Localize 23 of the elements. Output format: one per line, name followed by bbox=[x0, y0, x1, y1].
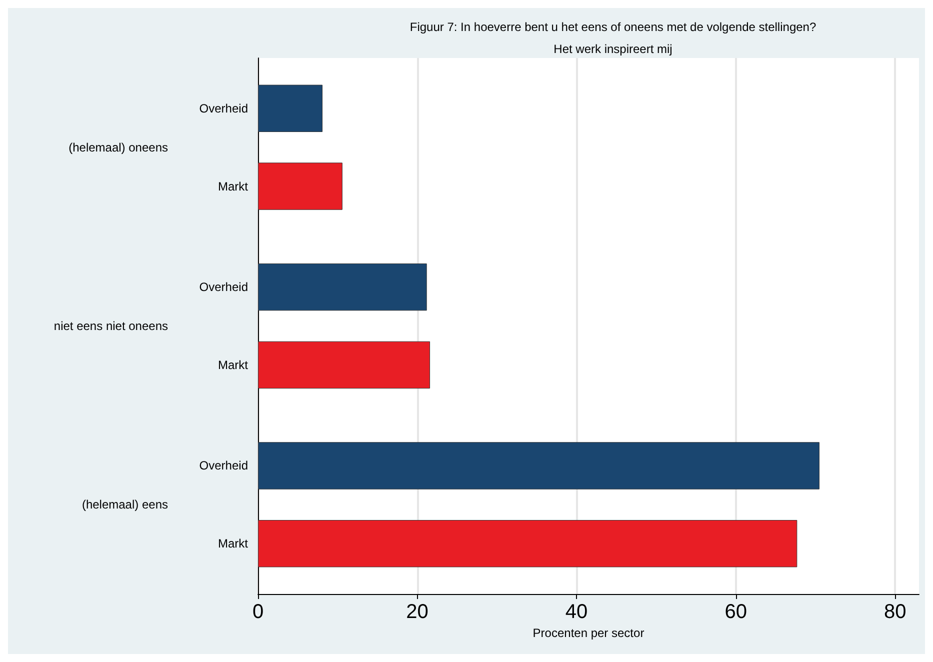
text: Markt bbox=[218, 358, 248, 372]
x-tick-label: 20 bbox=[406, 601, 428, 623]
y-tick-label: (helemaal) oneens bbox=[68, 140, 168, 154]
x-axis-title: Procenten per sector bbox=[532, 626, 644, 640]
bar bbox=[258, 162, 342, 210]
text: Overheid bbox=[199, 280, 248, 294]
text: Markt bbox=[218, 536, 248, 551]
series-label: Overheid bbox=[199, 101, 248, 116]
bar bbox=[258, 84, 323, 132]
x-tick-label: 80 bbox=[884, 601, 906, 623]
text: Overheid bbox=[199, 458, 248, 473]
y-tick-label: niet eens niet oneens bbox=[54, 319, 168, 333]
bar bbox=[258, 263, 427, 311]
series-label: Markt bbox=[218, 179, 249, 194]
x-tick-label: 40 bbox=[565, 601, 588, 623]
bar bbox=[258, 520, 798, 568]
bar bbox=[258, 442, 820, 490]
chart-title: Figuur 7: In hoeverre bent u het eens of oneens met de volgende stellingen? bbox=[410, 20, 816, 34]
chart-subtitle: Het werk inspireert mij bbox=[554, 42, 672, 56]
x-tick-label: 60 bbox=[724, 601, 747, 623]
y-tick-label: (helemaal) eens bbox=[82, 498, 168, 512]
bar bbox=[258, 341, 430, 389]
x-tick-label: 0 bbox=[252, 601, 264, 623]
